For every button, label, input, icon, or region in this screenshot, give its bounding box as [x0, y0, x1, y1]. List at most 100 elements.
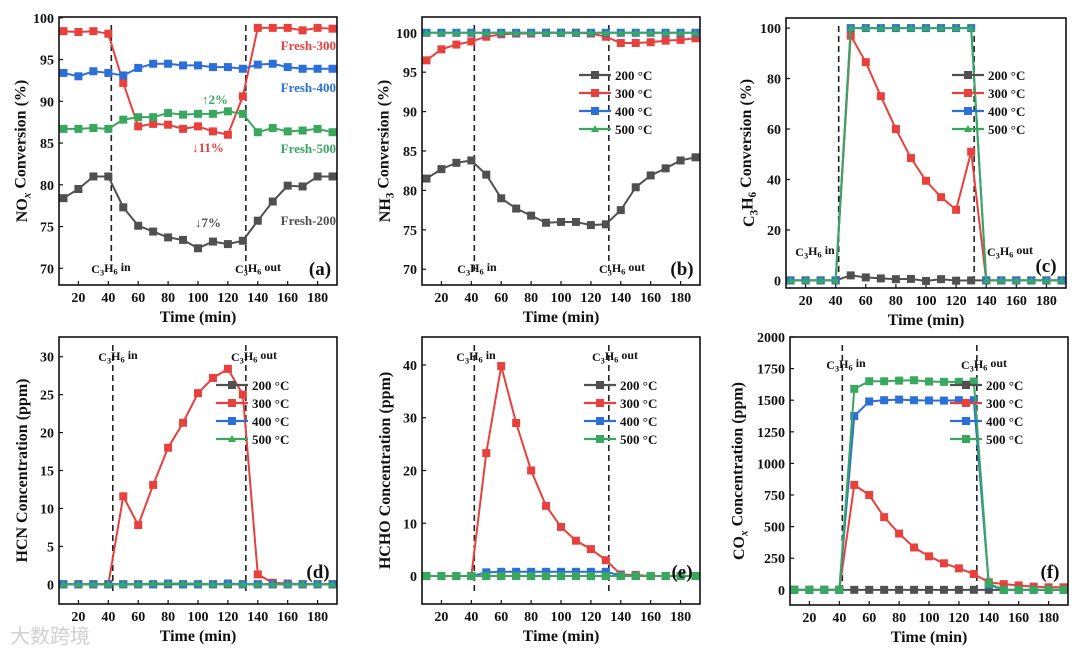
legend-item: 400 °C [216, 414, 289, 429]
data-point [616, 206, 625, 215]
x-tick-label: 120 [948, 611, 969, 626]
y-axis-label: NOx​ Conversion (%) [13, 80, 34, 222]
data-point [119, 203, 128, 212]
data-point [497, 362, 506, 371]
legend-item: 400 °C [579, 104, 652, 119]
x-axis-label: Time (min) [891, 629, 968, 646]
data-point [104, 29, 113, 38]
y-tick-label: 30 [40, 351, 54, 366]
data-point [208, 373, 217, 382]
text-segment: 6 [257, 267, 261, 276]
legend-item: 200 °C [584, 378, 657, 393]
text-segment: out [618, 348, 638, 362]
legend-label: 500 °C [986, 432, 1023, 447]
legend-marker [964, 107, 972, 115]
data-point [880, 396, 889, 405]
legend-marker [228, 435, 236, 442]
data-point [194, 579, 202, 587]
data-point [283, 23, 292, 32]
text-segment: C [98, 350, 107, 364]
y-tick-label: 1750 [757, 363, 785, 378]
data-point [1057, 276, 1066, 284]
legend-marker [591, 107, 599, 115]
data-point [283, 127, 292, 136]
data-point [895, 395, 904, 404]
legend-item: 200 °C [579, 68, 652, 83]
data-point [482, 170, 491, 179]
data-point [179, 418, 188, 427]
text-segment: out [625, 260, 645, 274]
data-point [497, 567, 506, 576]
data-point [631, 39, 640, 48]
text-segment: H [605, 349, 615, 363]
x-tick-label: 40 [464, 610, 478, 625]
text-segment: 6 [614, 355, 618, 364]
data-point [268, 59, 277, 68]
legend-label: 500 °C [615, 122, 652, 137]
x-tick-label: 180 [670, 610, 691, 625]
data-point [313, 124, 322, 133]
legend-item: 500 °C [579, 122, 652, 137]
data-point [1059, 585, 1068, 594]
data-point [74, 72, 83, 81]
x-tick-label: 60 [131, 610, 145, 625]
data-point [876, 24, 885, 32]
x-tick-label: 180 [670, 291, 691, 306]
data-point [906, 154, 915, 163]
data-point [134, 63, 143, 72]
x-tick-label: 180 [1038, 611, 1059, 626]
text-segment: C [987, 245, 996, 259]
text-segment: H [244, 349, 254, 363]
c3h6-in-label: C3​H6​ in [826, 356, 866, 374]
data-point [937, 275, 946, 284]
data-point [661, 28, 670, 36]
x-tick-label: 40 [832, 611, 846, 626]
data-point [119, 71, 128, 80]
data-point [149, 579, 158, 587]
text-segment: 3 [601, 357, 605, 366]
legend-marker [596, 381, 604, 389]
data-point [557, 567, 565, 576]
data-point [298, 580, 307, 588]
data-point [676, 572, 685, 581]
text-segment: x [21, 192, 33, 199]
data-point [691, 153, 700, 162]
data-point [661, 164, 670, 173]
data-point [328, 172, 337, 181]
x-tick-label: 140 [247, 610, 268, 625]
data-point [646, 28, 655, 36]
text-segment: 3 [107, 357, 111, 366]
x-tick-label: 180 [307, 291, 328, 306]
data-point [313, 64, 322, 73]
data-point [134, 221, 143, 230]
data-point [437, 45, 446, 54]
data-point [452, 158, 461, 167]
c3h6-in-label: C3​H6​ in [91, 260, 131, 278]
x-tick-label: 160 [277, 291, 298, 306]
legend-item: 300 °C [952, 86, 1025, 101]
data-point [89, 580, 98, 588]
legend-item: 500 °C [950, 432, 1023, 447]
c3h6-out-label: C3​H6​ out [961, 356, 1007, 374]
c3h6-in-label: C3​H6​ in [98, 348, 138, 366]
data-point [119, 115, 128, 124]
text-segment: H [470, 261, 480, 275]
data-point [542, 218, 551, 227]
series-line [794, 483, 1064, 591]
y-tick-label: 1250 [757, 426, 785, 441]
data-point [527, 466, 536, 475]
legend-item: 300 °C [579, 86, 652, 101]
data-point [861, 58, 870, 67]
x-tick-label: 40 [464, 291, 478, 306]
text-segment: 3 [100, 269, 104, 278]
y-tick-label: 1000 [757, 457, 785, 472]
data-point [601, 28, 610, 36]
data-point [631, 28, 640, 36]
data-point [1029, 585, 1038, 594]
x-axis-label: Time (min) [523, 628, 600, 645]
x-tick-label: 120 [580, 291, 601, 306]
legend-label: 200 °C [252, 378, 289, 393]
legend-item: 400 °C [584, 414, 657, 429]
